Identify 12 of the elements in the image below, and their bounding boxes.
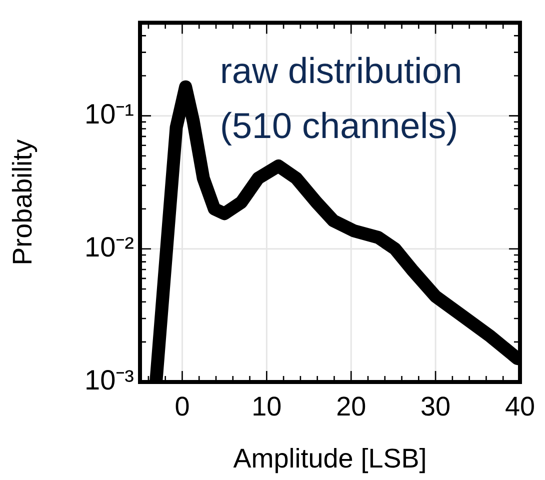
x-tick-label: 30 [420,392,451,422]
y-tick-label: 10⁻² [84,232,134,263]
x-axis-title: Amplitude [LSB] [233,443,427,474]
x-tick-label: 20 [336,392,366,422]
x-tick-label: 10 [252,392,282,422]
annotation: raw distribution [220,50,462,91]
x-tick-label: 0 [174,392,190,422]
y-tick-label: 10⁻³ [84,364,134,396]
y-tick-label: 10⁻¹ [84,98,134,130]
y-axis-title: Probability [8,138,38,266]
annotation: (510 channels) [220,105,458,146]
x-tick-label: 40 [504,392,536,422]
